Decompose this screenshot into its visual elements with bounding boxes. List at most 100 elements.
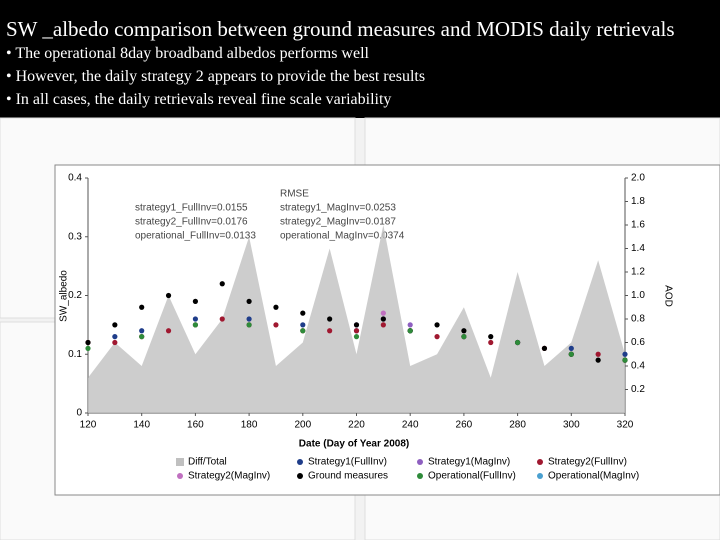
y2-tick-label: 0.2 xyxy=(631,384,645,395)
point xyxy=(622,351,628,357)
annotation: strategy2_FullInv=0.0176 xyxy=(135,217,248,228)
legend-swatch xyxy=(537,459,543,465)
bullet: • The operational 8day broadband albedos… xyxy=(6,45,370,62)
point xyxy=(165,292,172,299)
x-tick-label: 120 xyxy=(80,420,97,431)
x-tick-label: 180 xyxy=(241,420,258,431)
y-axis-title: SW_albedo xyxy=(59,270,70,322)
point xyxy=(112,322,118,328)
point xyxy=(300,322,306,328)
legend-label: Strategy2(MagInv) xyxy=(188,471,270,482)
area xyxy=(88,225,625,413)
point xyxy=(165,328,172,334)
x-axis-title: Date (Day of Year 2008) xyxy=(299,439,409,450)
point xyxy=(380,310,386,316)
point xyxy=(353,328,360,334)
main-chart: Date (Day of Year 2008) SW_albedo AOD 0 0… xyxy=(54,164,720,496)
y2-tick-label: 1.0 xyxy=(631,290,645,301)
y2-tick-label: 2.0 xyxy=(631,173,645,184)
point xyxy=(568,345,574,351)
legend-swatch xyxy=(417,459,423,465)
legend-label: Operational(FullInv) xyxy=(428,471,516,482)
point xyxy=(139,304,145,310)
point xyxy=(541,345,548,351)
point xyxy=(595,351,601,357)
point xyxy=(461,334,467,340)
point xyxy=(327,316,333,322)
point xyxy=(273,304,279,310)
y2-axis-title: AOD xyxy=(662,285,673,307)
point xyxy=(434,322,440,328)
point xyxy=(246,316,252,322)
point xyxy=(246,322,252,328)
x-tick-label: 160 xyxy=(187,420,204,431)
annotation: strategy1_FullInv=0.0155 xyxy=(135,203,248,214)
point xyxy=(380,316,386,322)
legend-swatch xyxy=(297,473,303,479)
y2-tick-label: 0.8 xyxy=(631,314,645,325)
point xyxy=(407,328,413,334)
point xyxy=(353,334,360,340)
y-tick-label: 0.4 xyxy=(68,173,82,184)
x-tick-label: 260 xyxy=(456,420,473,431)
point xyxy=(139,334,145,340)
legend-swatch xyxy=(177,473,183,479)
legend-label: Strategy2(FullInv) xyxy=(548,457,627,468)
x-tick-label: 200 xyxy=(294,420,311,431)
y-tick-label: 0.1 xyxy=(68,349,82,360)
point xyxy=(192,322,198,328)
point xyxy=(273,322,279,328)
point xyxy=(595,357,601,363)
point xyxy=(300,328,306,334)
annotation: RMSE xyxy=(280,189,309,200)
point xyxy=(192,316,198,322)
y-tick-label: 0 xyxy=(76,408,82,419)
point xyxy=(327,328,333,334)
legend-swatch xyxy=(176,458,184,466)
y2-tick-label: 1.2 xyxy=(631,267,645,278)
legend-swatch xyxy=(297,459,303,465)
x-tick-label: 320 xyxy=(617,420,634,431)
point xyxy=(515,339,521,346)
y-tick-label: 0.2 xyxy=(68,290,82,301)
legend-swatch xyxy=(537,473,543,479)
point xyxy=(192,298,198,304)
point xyxy=(246,298,252,304)
point xyxy=(139,328,145,334)
point xyxy=(568,351,574,357)
annotation: operational_MagInv=0.0374 xyxy=(280,231,405,242)
legend-label: Strategy1(FullInv) xyxy=(308,457,387,468)
annotation: strategy2_MagInv=0.0187 xyxy=(280,217,396,228)
point xyxy=(461,328,467,334)
bullet: • However, the daily strategy 2 appears … xyxy=(6,68,425,85)
legend-label: Diff/Total xyxy=(188,457,227,468)
legend-swatch xyxy=(417,473,423,479)
point xyxy=(488,339,494,346)
point xyxy=(219,316,225,322)
point xyxy=(85,339,91,346)
x-tick-label: 280 xyxy=(509,420,526,431)
point xyxy=(353,322,360,328)
point xyxy=(112,339,118,346)
y2-tick-label: 1.8 xyxy=(631,196,645,207)
annotation: operational_FullInv=0.0133 xyxy=(135,231,256,242)
point xyxy=(434,334,440,340)
point xyxy=(380,322,386,328)
y2-tick-label: 0.4 xyxy=(631,361,645,372)
x-tick-label: 300 xyxy=(563,420,580,431)
point xyxy=(85,345,91,351)
legend-label: Ground measures xyxy=(308,471,388,482)
point xyxy=(622,357,628,363)
x-tick-label: 220 xyxy=(348,420,365,431)
y2-tick-label: 1.6 xyxy=(631,220,645,231)
y2-tick-label: 1.4 xyxy=(631,243,645,254)
point xyxy=(488,334,494,340)
y2-tick-label: 0.6 xyxy=(631,337,645,348)
x-tick-label: 140 xyxy=(133,420,150,431)
x-tick-label: 240 xyxy=(402,420,419,431)
legend-label: Operational(MagInv) xyxy=(548,471,639,482)
y-tick-label: 0.3 xyxy=(68,231,82,242)
point xyxy=(219,281,225,287)
point xyxy=(407,322,413,328)
